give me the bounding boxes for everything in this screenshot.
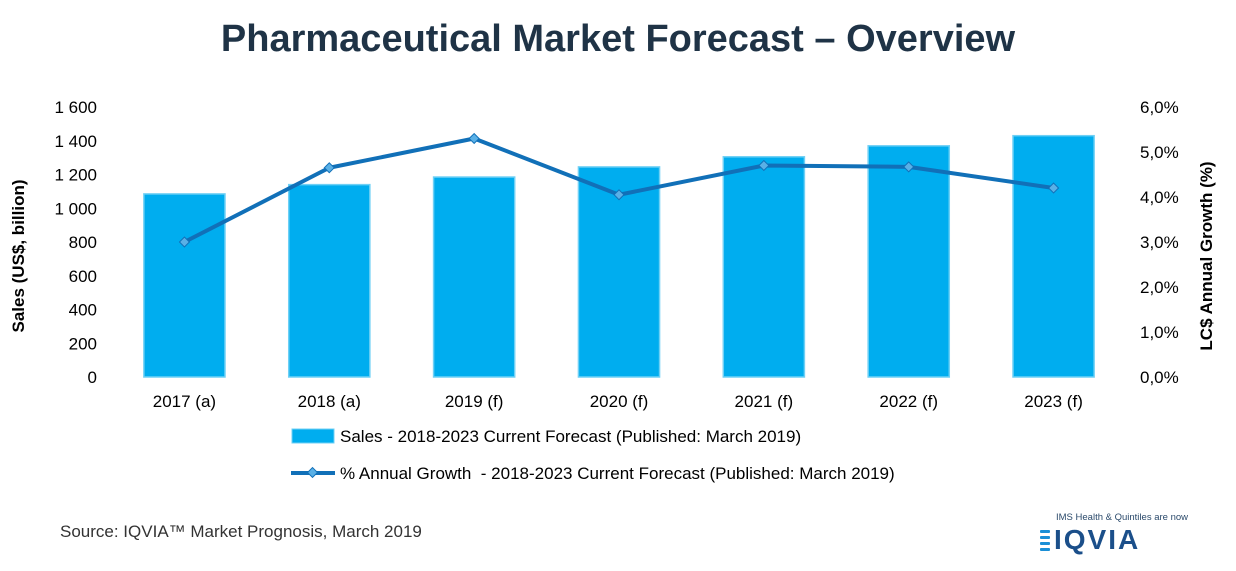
growth-point: [613, 189, 625, 201]
logo-tagline: IMS Health & Quintiles are now: [1056, 512, 1189, 523]
legend-sales-label: Sales - 2018-2023 Current Forecast (Publ…: [340, 427, 801, 446]
bars-group: [143, 134, 1095, 378]
right-tick-label: 5,0%: [1140, 143, 1179, 162]
category-label: 2017 (a): [153, 392, 216, 411]
category-label: 2018 (a): [298, 392, 361, 411]
iqvia-logo: IMS Health & Quintiles are now IQVIA: [1040, 510, 1200, 560]
right-tick-label: 2,0%: [1140, 278, 1179, 297]
right-axis-ticks: 0,0% 1,0% 2,0% 3,0% 4,0% 5,0% 6,0%: [1140, 98, 1179, 387]
left-axis-label: Sales (US$, billion): [9, 179, 28, 332]
category-label: 2022 (f): [879, 392, 938, 411]
category-label: 2019 (f): [445, 392, 504, 411]
category-label: 2023 (f): [1024, 392, 1083, 411]
left-tick-label: 0: [88, 368, 97, 387]
growth-point: [1047, 182, 1060, 194]
left-tick-label: 200: [69, 334, 97, 353]
left-axis-ticks: 0 200 400 600 800 1 000 1 200 1 400 1 600: [54, 98, 97, 387]
logo-lines-icon: [1040, 530, 1050, 554]
left-tick-label: 1 000: [54, 199, 97, 218]
left-tick-label: 1 400: [54, 132, 97, 151]
source-note: Source: IQVIA™ Market Prognosis, March 2…: [60, 522, 422, 541]
sales-bar: [1012, 134, 1095, 378]
legend-sales-swatch: [291, 428, 335, 444]
chart-title: Pharmaceutical Market Forecast – Overvie…: [220, 18, 1016, 60]
category-axis-ticks: 2017 (a) 2018 (a) 2019 (f) 2020 (f) 2021 (f)…: [153, 392, 1083, 411]
category-label: 2020 (f): [590, 392, 649, 411]
growth-point: [468, 132, 480, 145]
legend-growth-label: % Annual Growth - 2018-2023 Current Fore…: [340, 464, 895, 483]
sales-bar: [577, 166, 661, 378]
growth-point: [323, 162, 335, 174]
growth-point: [758, 159, 770, 172]
left-tick-label: 1 600: [54, 98, 97, 117]
sales-bar: [143, 193, 226, 378]
left-tick-label: 800: [69, 233, 97, 252]
left-tick-label: 400: [69, 301, 97, 320]
category-label: 2021 (f): [735, 392, 794, 411]
growth-point: [178, 236, 191, 248]
right-tick-label: 4,0%: [1140, 188, 1179, 207]
left-tick-label: 1 200: [54, 166, 97, 185]
left-tick-label: 600: [69, 267, 97, 286]
right-tick-label: 6,0%: [1140, 98, 1179, 117]
right-tick-label: 1,0%: [1140, 323, 1179, 342]
sales-bar: [867, 145, 951, 378]
logo-wordmark: IQVIA: [1054, 524, 1141, 555]
sales-bar: [287, 183, 371, 378]
right-axis-label: LC$ Annual Growth (%): [1197, 161, 1216, 350]
legend-growth-swatch-marker: [306, 466, 319, 479]
growth-line-group: [178, 132, 1060, 248]
right-tick-label: 3,0%: [1140, 233, 1179, 252]
right-tick-label: 0,0%: [1140, 368, 1179, 387]
growth-point: [903, 161, 915, 173]
sales-bar: [722, 156, 806, 378]
sales-bar: [432, 176, 516, 378]
